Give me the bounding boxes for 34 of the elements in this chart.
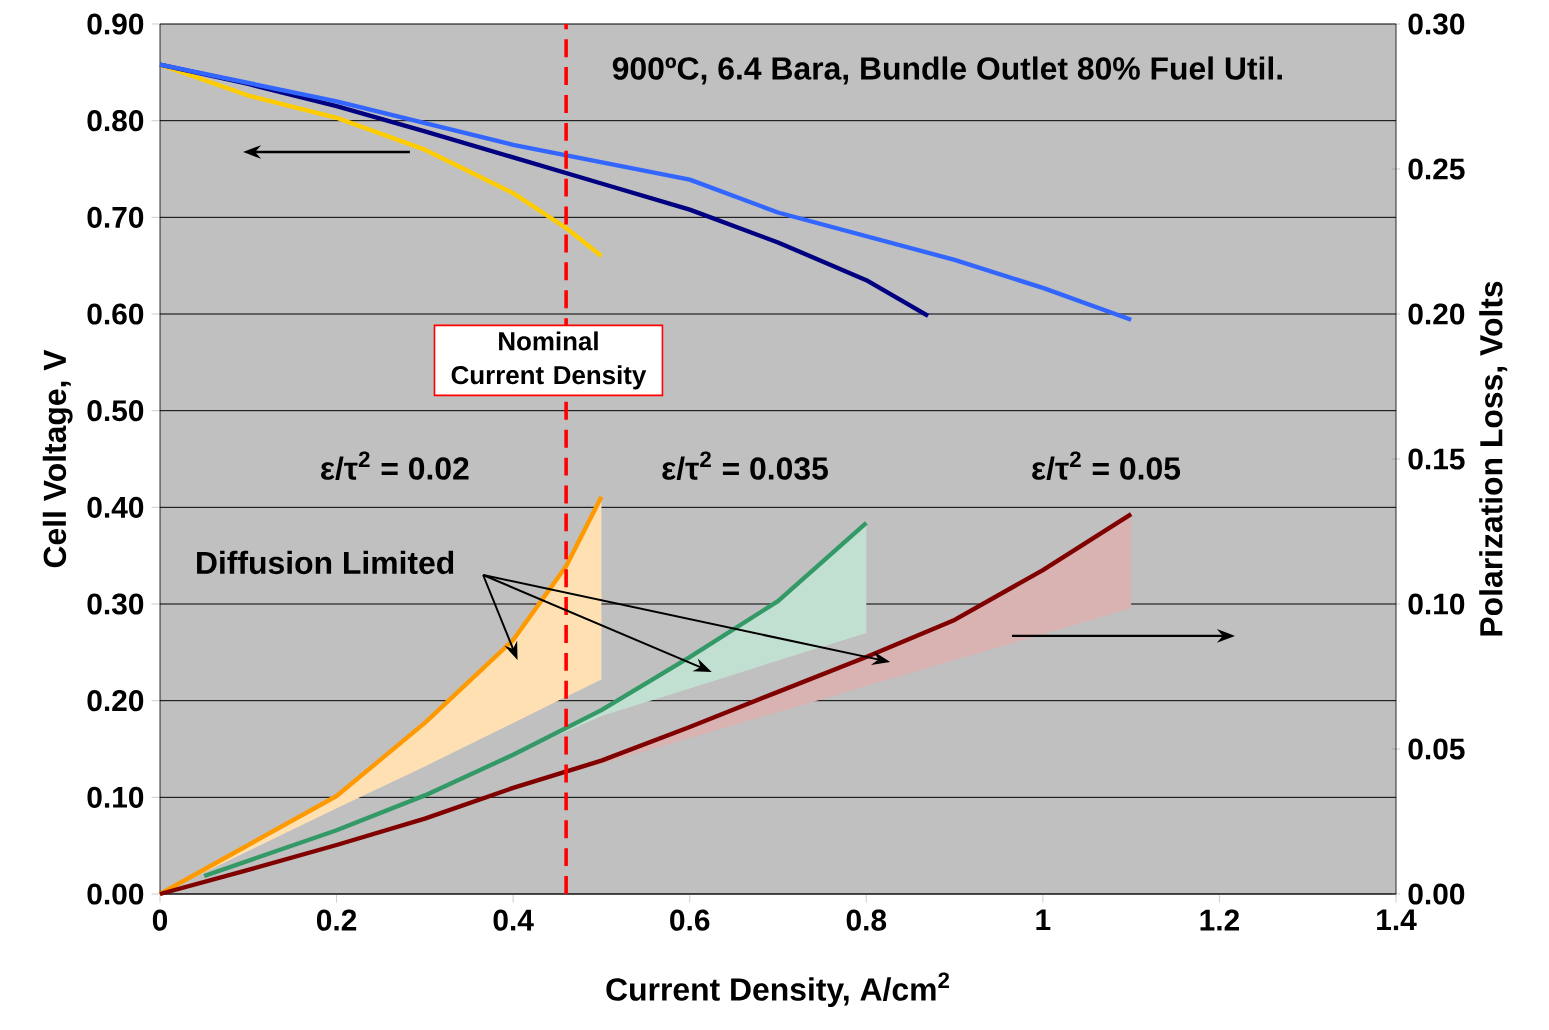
y-tick-label: 0.10 xyxy=(87,786,144,808)
y2-tick-label: 0.00 xyxy=(1408,883,1465,905)
y-tick-label: 0.00 xyxy=(87,883,144,905)
y2-tick-label: 0.05 xyxy=(1408,738,1465,760)
annotation: ε/τ$^{2}$ = 0.05 xyxy=(1032,451,1181,481)
x-tick-label: 1.4 xyxy=(1377,909,1417,931)
y2-tick-label: 0.20 xyxy=(1408,303,1465,325)
x-tick-label: 0 xyxy=(152,909,168,931)
y-tick-label: 0.60 xyxy=(87,303,144,325)
x-axis-title: Current Density, A/cm$^{2}$ xyxy=(606,972,950,1008)
y2-tick-label: 0.30 xyxy=(1408,13,1465,35)
y-tick-label: 0.30 xyxy=(87,593,144,615)
x-tick-label: 0.8 xyxy=(846,909,887,931)
x-tick-label: 0.6 xyxy=(670,909,710,931)
y-axis-title: Cell Voltage, V xyxy=(42,349,73,568)
annotation: ε/τ$^{2}$ = 0.035 xyxy=(662,451,828,481)
y-tick-label: 0.90 xyxy=(87,13,144,35)
y2-tick-label: 0.15 xyxy=(1408,448,1465,470)
y-tick-label: 0.50 xyxy=(87,400,144,422)
x-tick-label: 0.2 xyxy=(316,909,357,931)
ref-line-label: Nominal Current Density xyxy=(451,331,647,390)
y-tick-label: 0.40 xyxy=(87,496,144,518)
y2-axis-title: Polarization Loss, Volts xyxy=(1479,281,1508,636)
y2-tick-label: 0.25 xyxy=(1408,158,1465,180)
y-tick-label: 0.70 xyxy=(87,206,144,228)
annotation: 900ºC, 6.4 Bara, Bundle Outlet 80% Fuel Util. xyxy=(612,56,1282,85)
y-tick-label: 0.20 xyxy=(87,690,144,712)
annotation: ε/τ$^{2}$ = 0.02 xyxy=(321,451,469,481)
annotation: Diffusion Limited xyxy=(197,550,454,575)
y2-tick-label: 0.10 xyxy=(1408,593,1465,615)
x-tick-label: 1.2 xyxy=(1200,909,1239,931)
x-tick-label: 0.4 xyxy=(493,909,534,931)
x-tick-label: 1 xyxy=(1036,909,1051,931)
y-tick-label: 0.80 xyxy=(87,110,144,132)
